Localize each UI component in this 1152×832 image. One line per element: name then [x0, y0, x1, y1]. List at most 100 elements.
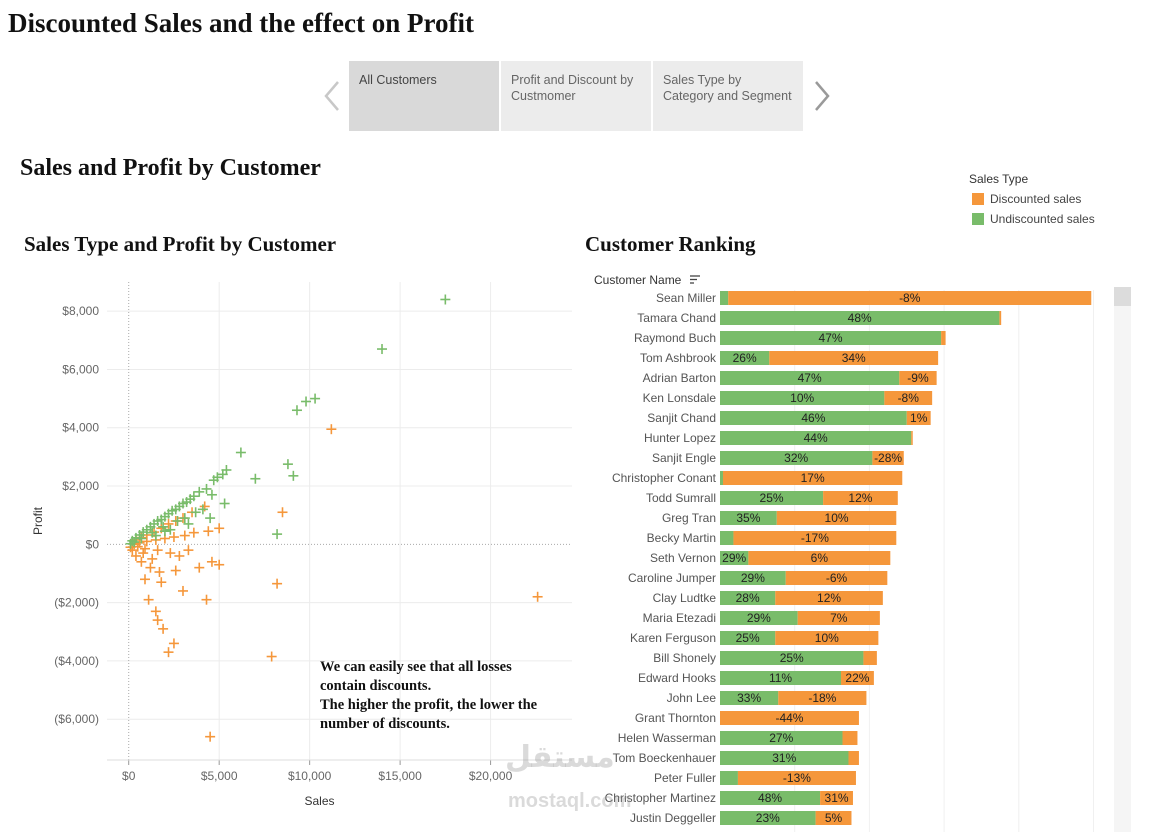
customer-name-label: Sanjit Chand	[647, 411, 716, 425]
customer-name-label: Greg Tran	[662, 511, 716, 525]
point-undiscounted	[250, 473, 261, 484]
bar-discounted	[842, 731, 858, 745]
bar-label-undiscounted: 29%	[747, 611, 771, 625]
customer-name-label: Sean Miller	[656, 291, 716, 305]
scrollbar-thumb[interactable]	[1114, 287, 1131, 306]
legend-title: Sales Type	[969, 172, 1029, 186]
bar-undiscounted	[720, 771, 738, 785]
bar-discounted	[899, 371, 937, 385]
point-discounted	[152, 545, 163, 556]
bar-discounted	[841, 671, 874, 685]
bar-label-discounted: 12%	[848, 491, 872, 505]
watermark-url: mostaql.com	[508, 790, 632, 812]
bar-discounted	[778, 691, 867, 705]
point-undiscounted	[272, 529, 283, 540]
bar-undiscounted	[720, 591, 776, 605]
bar-label-undiscounted: 10%	[790, 391, 814, 405]
bar-discounted	[797, 611, 880, 625]
customer-name-label: Ken Lonsdale	[643, 391, 717, 405]
customer-name-label: Bill Shonely	[653, 651, 716, 665]
bar-undiscounted	[720, 391, 885, 405]
point-undiscounted	[217, 469, 228, 480]
bar-discounted	[776, 511, 897, 525]
customer-name-label: Tom Ashbrook	[640, 351, 717, 365]
point-discounted	[266, 651, 277, 662]
annotation-line: We can easily see that all losses	[320, 659, 512, 675]
bar-label-discounted: -8%	[898, 391, 920, 405]
story-tab-label: All Customers	[359, 73, 437, 87]
point-undiscounted	[183, 518, 194, 529]
point-discounted	[145, 562, 156, 573]
point-undiscounted	[301, 396, 312, 407]
dashboard-title: Sales and Profit by Customer	[20, 155, 321, 181]
scrollbar-track[interactable]	[1114, 287, 1131, 832]
annotation-line: number of discounts.	[320, 716, 450, 732]
bar-label-discounted: 7%	[830, 611, 848, 625]
bar-discounted	[911, 431, 913, 445]
scatter-chart[interactable]: $8,000 $6,000 $4,000 $2,000 $0 ($2,000) ($4,00…	[0, 260, 580, 820]
bar-label-undiscounted: 11%	[769, 671, 792, 685]
bar-discounted	[737, 771, 856, 785]
bar-undiscounted	[720, 471, 723, 485]
x-axis-label: Sales	[304, 794, 334, 808]
chevron-right-icon[interactable]	[806, 78, 836, 114]
customer-name-label: Grant Thornton	[635, 711, 716, 725]
category-header: Customer Name	[594, 273, 682, 287]
bar-label-undiscounted: 26%	[733, 351, 757, 365]
customer-name-label: Christopher Martinez	[605, 791, 716, 805]
legend-item-discounted[interactable]: Discounted sales	[972, 192, 1081, 206]
customer-name-label: Karen Ferguson	[630, 631, 716, 645]
point-discounted	[138, 548, 149, 559]
bar-discounted	[728, 291, 1092, 305]
bar-discounted	[748, 551, 891, 565]
bar-undiscounted	[720, 331, 942, 345]
bar-discounted	[999, 311, 1002, 325]
scatter-title: Sales Type and Profit by Customer	[24, 232, 337, 256]
ranking-chart[interactable]: Customer Name Sean Miller -8% Tamara Chand 4…	[580, 270, 1152, 832]
point-discounted	[272, 578, 283, 589]
bar-undiscounted	[720, 411, 907, 425]
x-tick-label: $0	[122, 769, 136, 783]
y-tick-label: $0	[86, 537, 100, 551]
story-tab-label: Profit and Discount by Custmomer	[511, 73, 634, 103]
customer-name-label: Tom Boeckenhauer	[613, 751, 716, 765]
sort-icon[interactable]	[690, 275, 700, 284]
story-tab-all-customers[interactable]: All Customers	[349, 61, 499, 131]
bar-label-discounted: -6%	[826, 571, 848, 585]
point-undiscounted	[291, 405, 302, 416]
point-undiscounted	[194, 486, 205, 497]
legend-swatch	[972, 213, 984, 225]
point-undiscounted	[377, 344, 388, 355]
point-discounted	[174, 550, 185, 561]
bar-label-undiscounted: 48%	[758, 791, 782, 805]
bar-label-undiscounted: 33%	[737, 691, 761, 705]
bar-label-undiscounted: 35%	[736, 511, 760, 525]
bar-undiscounted	[720, 691, 779, 705]
bar-label-undiscounted: 23%	[756, 811, 780, 825]
chevron-left-icon[interactable]	[318, 78, 348, 114]
point-discounted	[168, 532, 179, 543]
point-undiscounted	[136, 533, 147, 544]
bar-label-discounted: -13%	[783, 771, 811, 785]
point-discounted	[150, 606, 161, 617]
bar-label-undiscounted: 47%	[819, 331, 843, 345]
customer-name-label: Christopher Conant	[612, 471, 717, 485]
ranking-title: Customer Ranking	[585, 232, 756, 256]
point-undiscounted	[179, 513, 190, 524]
watermark-logo: مستقل	[505, 741, 615, 774]
point-discounted	[179, 530, 190, 541]
y-tick-label: ($2,000)	[54, 596, 99, 610]
bar-label-undiscounted: 48%	[848, 311, 872, 325]
bar-label-undiscounted: 27%	[769, 731, 793, 745]
point-discounted	[188, 527, 199, 538]
story-tab-profit-discount[interactable]: Profit and Discount by Custmomer	[501, 61, 651, 131]
customer-name-label: Helen Wasserman	[618, 731, 716, 745]
bar-undiscounted	[720, 431, 912, 445]
bar-discounted	[872, 451, 904, 465]
customer-name-label: Justin Deggeller	[630, 811, 716, 825]
story-tab-sales-type[interactable]: Sales Type by Category and Segment	[653, 61, 803, 131]
legend-item-undiscounted[interactable]: Undiscounted sales	[972, 212, 1095, 226]
point-discounted	[163, 647, 174, 658]
x-tick-label: $20,000	[469, 769, 513, 783]
point-undiscounted	[235, 447, 246, 458]
